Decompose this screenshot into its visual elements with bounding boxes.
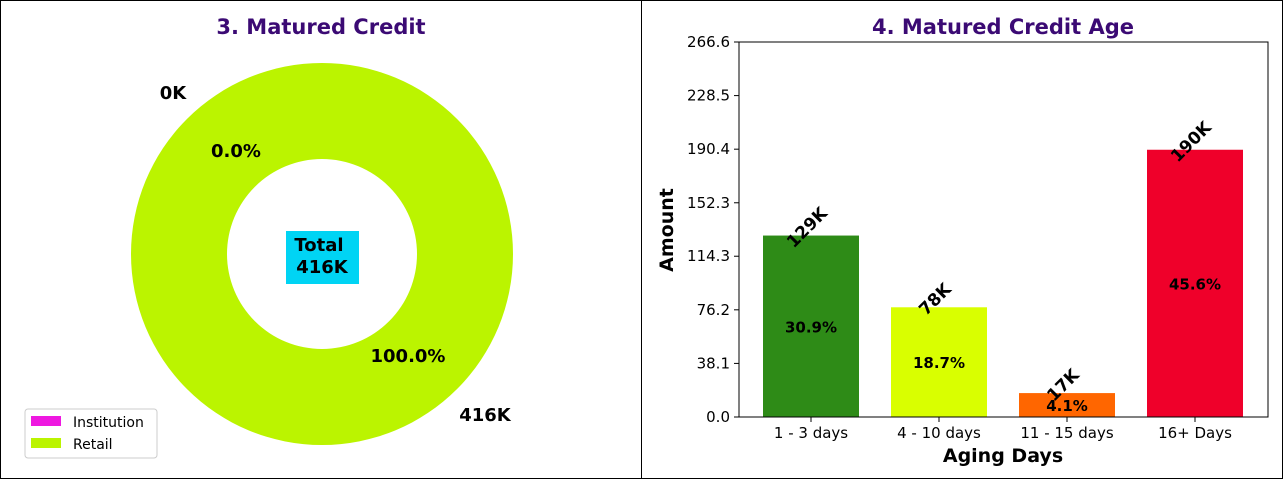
pie-legend: Institution Retail	[24, 408, 158, 459]
matured-credit-age-bar-chart: 4. Matured Credit Age Amount Aging Days …	[656, 15, 1269, 467]
y-axis-label: Amount	[656, 188, 678, 272]
bar-1-3-days	[763, 235, 859, 417]
matured-credit-age-panel: 4. Matured Credit Age Amount Aging Days …	[641, 0, 1283, 479]
y-tick-label: 266.6	[687, 33, 730, 51]
y-tick-label: 76.2	[697, 301, 730, 319]
y-tick-label: 190.4	[687, 140, 730, 158]
donut-slice-retail	[131, 63, 513, 445]
bar-pct-label-11-15-days: 4.1%	[1046, 397, 1088, 415]
bar-16-days	[1147, 149, 1243, 418]
legend-label-institution: Institution	[73, 415, 144, 431]
total-box	[286, 231, 359, 284]
bar-pct-label-4-10-days: 18.7%	[913, 354, 965, 372]
matured-credit-donut-chart: 3. Matured Credit Total 416K 0K 0.0% 100…	[24, 15, 513, 459]
bar-pct-label-1-3-days: 30.9%	[785, 318, 837, 336]
x-tick-label-1-3-days: 1 - 3 days	[774, 424, 848, 442]
bar-11-15-days	[1019, 393, 1115, 417]
x-tick-label-16-days: 16+ Days	[1158, 424, 1232, 442]
slice-pct-label-retail: 100.0%	[371, 346, 446, 367]
x-axis-label: Aging Days	[943, 445, 1063, 467]
total-label: Total	[294, 235, 343, 256]
matured-credit-panel: 3. Matured Credit Total 416K 0K 0.0% 100…	[0, 0, 642, 479]
y-tick-label: 152.3	[687, 194, 730, 212]
bar-chart-title: 4. Matured Credit Age	[872, 15, 1134, 39]
y-tick-label: 228.5	[687, 87, 730, 105]
y-tick-label: 0.0	[706, 408, 730, 426]
slice-value-label-institution: 0K	[160, 83, 188, 104]
bar-pct-label-16-days: 45.6%	[1169, 275, 1221, 293]
plot-area-frame	[738, 41, 1269, 418]
y-tick-label: 114.3	[687, 247, 730, 265]
legend-swatch-institution	[31, 416, 61, 426]
pie-chart-title: 3. Matured Credit	[216, 15, 425, 39]
slice-pct-label-institution: 0.0%	[211, 141, 261, 162]
legend-swatch-retail	[31, 438, 61, 448]
y-tick-label: 38.1	[697, 354, 730, 372]
bar-4-10-days	[891, 307, 987, 417]
total-value: 416K	[296, 257, 349, 278]
slice-value-label-retail: 416K	[459, 405, 512, 426]
x-tick-label-11-15-days: 11 - 15 days	[1020, 424, 1113, 442]
legend-label-retail: Retail	[73, 437, 113, 453]
x-tick-label-4-10-days: 4 - 10 days	[897, 424, 981, 442]
